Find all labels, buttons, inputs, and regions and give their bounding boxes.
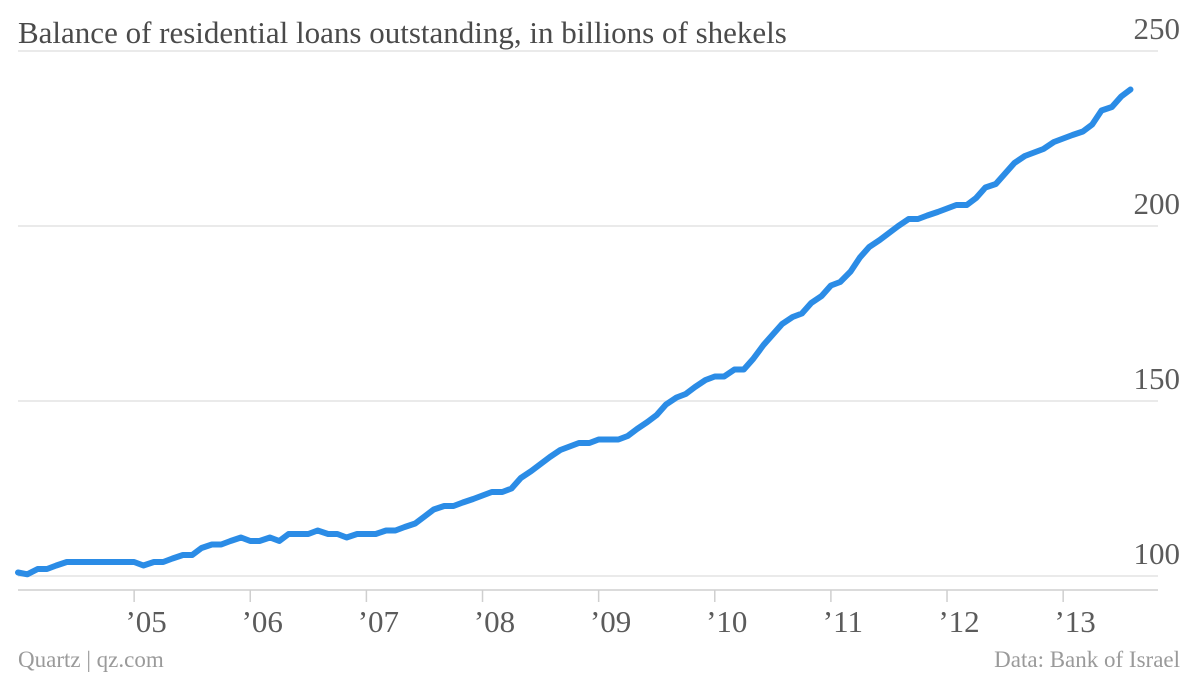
series-line-0 <box>15 86 1134 578</box>
y-tick-label-200: 200 <box>1134 186 1181 221</box>
series-layer <box>15 86 1134 578</box>
x-tick-label-2013: ’13 <box>1054 604 1095 639</box>
y-tick-label-250: 250 <box>1134 11 1181 46</box>
y-axis-tick-labels: 100 150 200 250 <box>1134 11 1181 571</box>
x-tick-label-2012: ’12 <box>938 604 979 639</box>
chart-title: Balance of residential loans outstanding… <box>18 15 787 50</box>
x-tick-label-2008: ’08 <box>474 604 515 639</box>
x-tick-label-2009: ’09 <box>590 604 631 639</box>
x-tick-label-2007: ’07 <box>358 604 399 639</box>
credit-label: Quartz | qz.com <box>18 647 164 672</box>
x-tick-label-2010: ’10 <box>706 604 747 639</box>
x-tick-label-2006: ’06 <box>242 604 283 639</box>
gridlines <box>18 50 1158 577</box>
x-axis <box>18 589 1158 602</box>
x-axis-tick-labels: ’05 ’06 ’07 ’08 ’09 ’10 ’11 ’12 ’13 <box>125 604 1095 639</box>
x-tick-label-2005: ’05 <box>125 604 166 639</box>
y-tick-label-150: 150 <box>1134 361 1181 396</box>
x-tick-label-2011: ’11 <box>823 604 863 639</box>
source-label: Data: Bank of Israel <box>994 647 1180 672</box>
y-tick-label-100: 100 <box>1134 536 1181 571</box>
